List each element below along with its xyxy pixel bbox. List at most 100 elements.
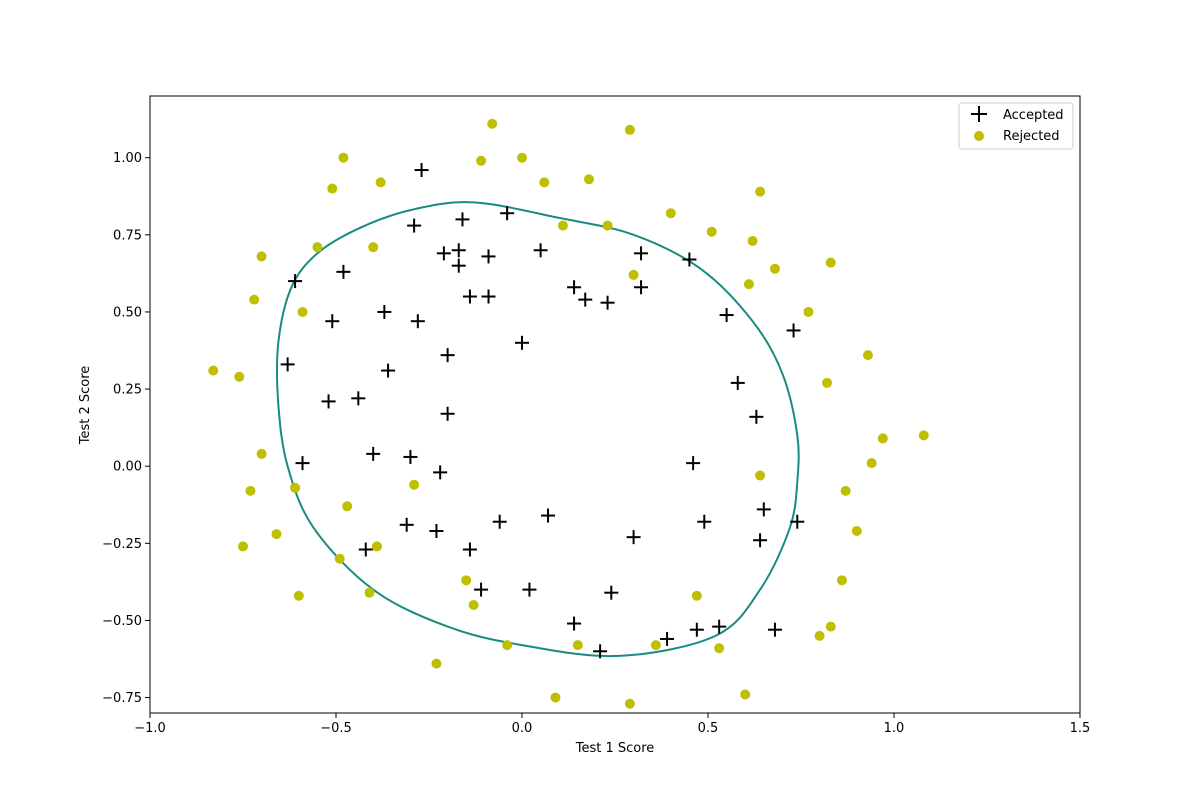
accepted-point: [689, 622, 704, 637]
accepted-point: [578, 292, 593, 307]
accepted-point: [682, 252, 697, 267]
rejected-point: [747, 235, 758, 246]
legend-label-rejected: Rejected: [1003, 129, 1060, 144]
rejected-point: [769, 263, 780, 274]
accepted-point: [336, 264, 351, 279]
rejected-point: [409, 479, 420, 490]
rejected-point: [431, 658, 442, 669]
rejected-point: [371, 541, 382, 552]
accepted-point: [712, 619, 727, 634]
rejected-point: [866, 458, 877, 469]
rejected-point: [825, 621, 836, 632]
accepted-point: [455, 212, 470, 227]
rejected-point: [740, 689, 751, 700]
accepted-point: [436, 246, 451, 261]
accepted-point: [749, 409, 764, 424]
rejected-point: [468, 600, 479, 611]
rejected-point: [256, 448, 267, 459]
rejected-point: [572, 640, 583, 651]
x-tick-label: 1.0: [884, 721, 905, 736]
rejected-point: [290, 482, 301, 493]
rejected-point: [706, 226, 717, 237]
rejected-point: [297, 306, 308, 317]
rejected-point: [256, 251, 267, 262]
x-tick-label: 1.5: [1070, 721, 1091, 736]
x-tick-label: 0.0: [512, 721, 533, 736]
accepted-point: [403, 449, 418, 464]
rejected-point: [327, 183, 338, 194]
y-tick-label: 1.00: [113, 151, 142, 166]
accepted-point: [730, 375, 745, 390]
accepted-point: [767, 622, 782, 637]
rejected-point: [502, 640, 513, 651]
accepted-point: [790, 514, 805, 529]
rejected-point: [628, 269, 639, 280]
decision-boundary-curve: [275, 201, 800, 658]
accepted-point: [474, 582, 489, 597]
rejected-point: [550, 692, 561, 703]
rejected-point: [624, 124, 635, 135]
accepted-point: [697, 514, 712, 529]
plot-area: [208, 118, 929, 709]
accepted-point: [786, 323, 801, 338]
accepted-point: [462, 289, 477, 304]
accepted-point: [756, 502, 771, 517]
rejected-point: [364, 587, 375, 598]
legend-marker-accepted: [971, 106, 987, 122]
rejected-point: [755, 186, 766, 197]
rejected-point: [368, 242, 379, 253]
rejected-point: [862, 350, 873, 361]
y-axis: −0.75 −0.50 −0.25 0.00 0.25 0.50 0.75 1.00: [102, 151, 150, 706]
accepted-point: [567, 616, 582, 631]
accepted-point: [462, 542, 477, 557]
rejected-point: [312, 242, 323, 253]
accepted-point: [604, 585, 619, 600]
rejected-point: [293, 590, 304, 601]
legend-marker-rejected: [974, 131, 984, 141]
rejected-point: [822, 377, 833, 388]
legend: Accepted Rejected: [958, 102, 1074, 150]
x-axis: −1.0 −0.5 0.0 0.5 1.0 1.5: [134, 713, 1090, 736]
accepted-point: [325, 314, 340, 329]
y-tick-label: 0.50: [113, 305, 142, 320]
rejected-point: [557, 220, 568, 231]
accepted-point: [753, 533, 768, 548]
x-tick-label: 0.5: [698, 721, 719, 736]
accepted-point: [686, 456, 701, 471]
accepted-point: [429, 523, 444, 538]
rejected-point: [334, 553, 345, 564]
x-tick-label: −0.5: [320, 721, 352, 736]
accepted-point: [440, 406, 455, 421]
accepted-point: [533, 243, 548, 258]
accepted-point: [567, 280, 582, 295]
rejected-point: [840, 485, 851, 496]
accepted-point: [414, 163, 429, 178]
accepted-point: [321, 394, 336, 409]
rejected-point: [461, 575, 472, 586]
rejected-point: [714, 643, 725, 654]
rejected-point: [487, 118, 498, 129]
y-axis-label: Test 2 Score: [78, 366, 93, 446]
rejected-point: [877, 433, 888, 444]
accepted-point: [541, 508, 556, 523]
x-axis-label: Test 1 Score: [575, 741, 655, 756]
rejected-point: [476, 155, 487, 166]
y-tick-label: 0.25: [113, 383, 142, 398]
accepted-point: [593, 644, 608, 659]
accepted-point: [366, 446, 381, 461]
x-tick-label: −1.0: [134, 721, 166, 736]
rejected-point: [743, 279, 754, 290]
rejected-point: [375, 177, 386, 188]
rejected-point: [338, 152, 349, 163]
rejected-point: [624, 698, 635, 709]
rejected-point: [238, 541, 248, 552]
accepted-point: [626, 530, 641, 545]
rejected-point: [208, 365, 219, 376]
accepted-point: [288, 274, 303, 289]
legend-box: [958, 102, 1074, 150]
rejected-point: [918, 430, 929, 441]
accepted-point: [351, 391, 366, 406]
rejected-point: [234, 371, 245, 382]
rejected-point: [691, 590, 702, 601]
accepted-point: [280, 357, 295, 372]
